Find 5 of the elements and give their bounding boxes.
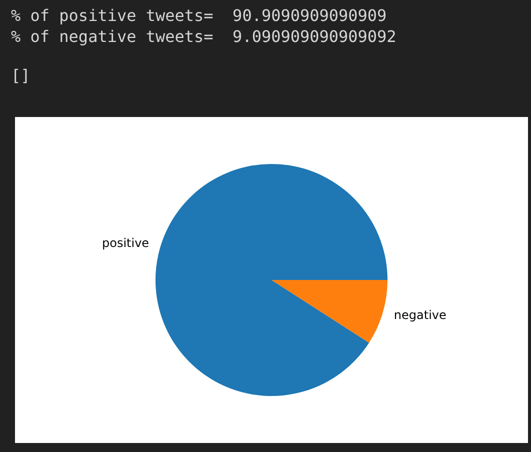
slice-label: positive bbox=[102, 236, 150, 250]
slice-label: negative bbox=[394, 308, 446, 322]
text: [] bbox=[11, 65, 32, 86]
text: % of negative tweets= 9.090909090909092 bbox=[11, 26, 396, 47]
text: % of positive tweets= 90.9090909090909 bbox=[11, 5, 388, 26]
